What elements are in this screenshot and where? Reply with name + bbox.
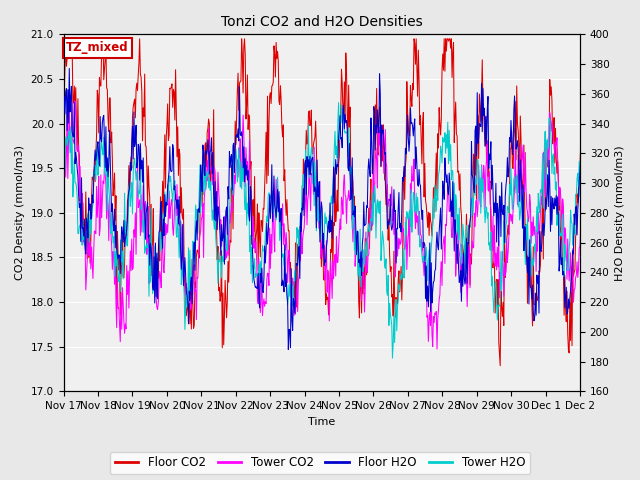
Legend: Floor CO2, Tower CO2, Floor H2O, Tower H2O: Floor CO2, Tower CO2, Floor H2O, Tower H…	[110, 452, 530, 474]
X-axis label: Time: Time	[308, 417, 335, 427]
Y-axis label: CO2 Density (mmol/m3): CO2 Density (mmol/m3)	[15, 145, 25, 280]
Title: Tonzi CO2 and H2O Densities: Tonzi CO2 and H2O Densities	[221, 15, 422, 29]
Text: TZ_mixed: TZ_mixed	[66, 41, 129, 54]
Y-axis label: H2O Density (mmol/m3): H2O Density (mmol/m3)	[615, 145, 625, 281]
